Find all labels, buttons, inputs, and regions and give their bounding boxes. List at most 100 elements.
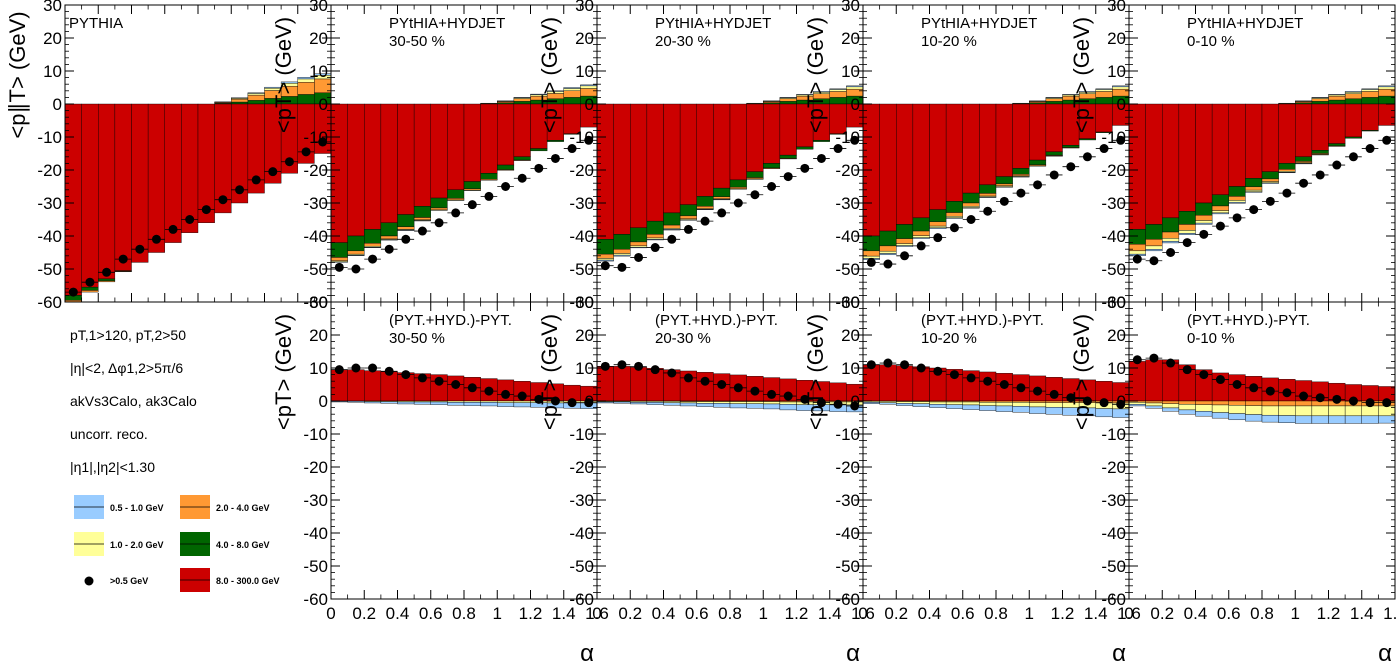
data-point [900, 251, 910, 261]
bar-c1to2 [630, 80, 647, 83]
bar-c4to8 [863, 235, 880, 252]
bar-c2to4 [1278, 169, 1296, 172]
y-tick-label: -50 [37, 260, 62, 279]
x-tick-label: 0 [592, 604, 601, 623]
bar-c05to1 [1245, 414, 1263, 422]
data-point [434, 218, 444, 228]
info-line-5: |η1|,|η2|<1.30 [70, 459, 155, 475]
y-axis-label: <p∥T> (GeV) [5, 11, 30, 138]
data-point [1265, 386, 1275, 396]
y-tick-label: -30 [569, 194, 594, 213]
data-point [434, 376, 444, 386]
data-point [1182, 365, 1192, 375]
y-tick-label: 30 [841, 0, 860, 15]
data-point [883, 358, 893, 368]
y-tick-label: -20 [37, 161, 62, 180]
y-axis-label: <pT> (GeV) [1069, 17, 1094, 133]
x-tick-label: 0.8 [984, 604, 1008, 623]
bar-c4to8 [1029, 159, 1047, 165]
bar-c2to4 [1178, 224, 1196, 231]
bar-c8to300 [613, 103, 631, 235]
bar-c05to1 [397, 401, 415, 405]
bar-c05to1 [280, 81, 298, 84]
y-tick-label: 0 [851, 95, 860, 114]
data-point [1215, 375, 1225, 385]
bar-c2to4 [729, 186, 747, 190]
bar-c1to2 [614, 81, 631, 84]
panel-title: PYtHIA+HYDJET [1187, 15, 1303, 32]
legend-label: 0.5 - 1.0 GeV [110, 503, 164, 513]
data-point [1232, 380, 1242, 389]
bar-c8to300 [1228, 103, 1246, 187]
bar-c1to2 [1311, 405, 1329, 417]
data-point [1049, 389, 1059, 399]
bar-c4to8 [1195, 202, 1213, 216]
panel-title: PYtHIA+HYDJET [655, 15, 771, 32]
bar-c4to8 [912, 217, 930, 232]
x-axis-label: α [846, 640, 860, 667]
bar-c2to4 [231, 98, 249, 103]
bar-c8to300 [1178, 103, 1196, 212]
bar-c2to4 [1178, 400, 1196, 405]
panel-title: PYtHIA+HYDJET [921, 15, 1037, 32]
data-point [900, 405, 909, 414]
bar-c05to1 [1261, 414, 1279, 423]
y-tick-label: -40 [1101, 524, 1126, 543]
y-axis-label: <pT> (GeV) [803, 314, 828, 430]
bar-c05to1 [413, 401, 431, 405]
data-point [850, 401, 860, 411]
x-tick-label: 0.8 [452, 604, 476, 623]
bar-c2to4 [430, 207, 448, 211]
bar-c1to2 [896, 243, 914, 246]
y-tick-label: -10 [835, 425, 860, 444]
bar-c8to300 [1344, 103, 1362, 138]
bar-c8to300 [663, 103, 681, 214]
bar-c1to2 [364, 66, 381, 71]
bar-c05to1 [614, 403, 631, 409]
bar-c05to1 [1278, 415, 1296, 423]
bar-c05to1 [1162, 80, 1179, 81]
data-point [983, 206, 993, 216]
x-tick-label: 1.2 [1051, 604, 1075, 623]
bar-c05to1 [596, 403, 597, 410]
y-tick-label: 10 [575, 359, 594, 378]
y-tick-label: 30 [309, 293, 328, 312]
bar-c1to2 [330, 71, 331, 77]
bar-c1to2 [1311, 154, 1329, 156]
data-point [1099, 398, 1109, 408]
data-point [1282, 388, 1292, 398]
bar-c1to2 [1361, 89, 1379, 92]
bar-c05to1 [1145, 405, 1163, 409]
bar-c8to300 [630, 103, 648, 228]
panel-subtitle: 10-20 % [921, 33, 977, 50]
x-tick-label: 1.2 [1317, 604, 1341, 623]
panel-title: (PYT.+HYD.)-PYT. [921, 312, 1044, 329]
bar-c4to8 [413, 206, 431, 218]
data-point [999, 196, 1009, 206]
bar-c8to300 [347, 369, 365, 402]
bar-c1to2 [713, 401, 731, 404]
x-tick-label: 0 [858, 604, 867, 623]
data-point [933, 233, 943, 243]
bar-c05to1 [430, 401, 448, 405]
y-tick-label: -20 [835, 161, 860, 180]
data-point [235, 185, 245, 195]
y-axis-label: <pT> (GeV) [537, 17, 562, 133]
bar-c2to4 [913, 82, 930, 92]
bar-c05to1 [463, 402, 481, 406]
bar-c1to2 [896, 81, 913, 84]
bar-c1to2 [912, 235, 930, 238]
bar-c05to1 [696, 403, 714, 407]
x-tick-label: 1.2 [519, 604, 543, 623]
data-point [700, 376, 710, 386]
bar-c4to8 [896, 93, 913, 104]
data-point [284, 157, 294, 167]
bar-c05to1 [613, 401, 631, 404]
panel-plot-area [863, 80, 1179, 269]
bar-c8to300 [1129, 103, 1146, 230]
bar-c05to1 [413, 220, 431, 222]
bar-c2to4 [880, 86, 897, 95]
data-point [1149, 256, 1159, 266]
panel-subtitle: 0-10 % [1187, 33, 1235, 50]
